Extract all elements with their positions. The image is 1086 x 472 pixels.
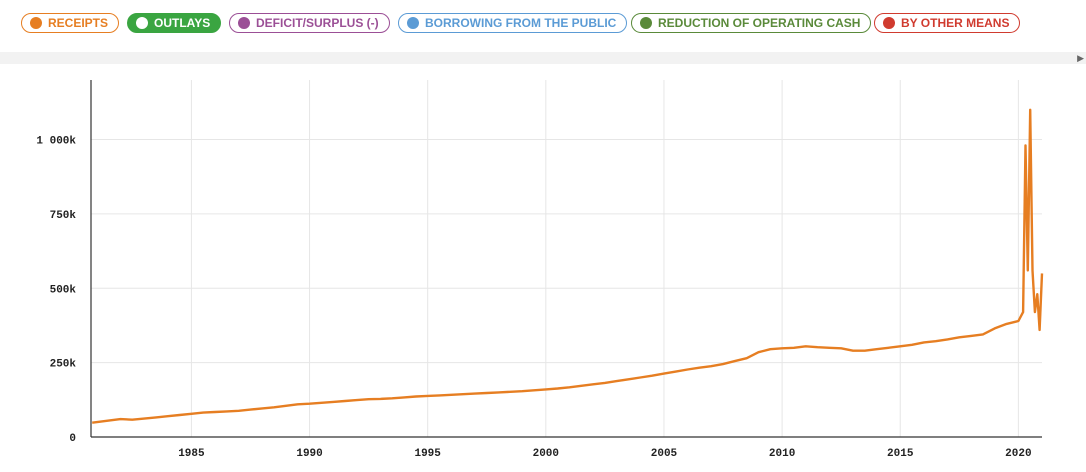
x-tick-label: 2010 [769, 448, 795, 460]
legend-item-outlays[interactable]: OUTLAYS [127, 13, 222, 33]
legend-item-other-means[interactable]: BY OTHER MEANS [874, 13, 1021, 33]
x-tick-label: 2015 [887, 448, 914, 460]
legend-item-receipts[interactable]: RECEIPTS [21, 13, 120, 33]
series-line-receipts [92, 108, 1044, 424]
legend-label-operating-cash: REDUCTION OF OPERATING CASH [658, 16, 861, 30]
x-tick-label: 1990 [296, 448, 322, 460]
legend-label-other-means: BY OTHER MEANS [901, 16, 1010, 30]
operating-cash-dot-icon [640, 17, 652, 29]
x-axis-ticks: 1985 1990 1995 2000 2005 2010 2015 2020 [178, 448, 1031, 460]
y-tick-label: 750k [50, 210, 77, 222]
legend-item-deficit-surplus[interactable]: DEFICIT/SURPLUS (-) [229, 13, 390, 33]
outlays-dot-icon [136, 17, 148, 29]
x-tick-label: 2000 [533, 448, 559, 460]
legend-label-borrowing: BORROWING FROM THE PUBLIC [425, 16, 617, 30]
y-tick-label: 250k [50, 359, 77, 371]
deficit-surplus-dot-icon [238, 17, 250, 29]
y-tick-label: 500k [50, 284, 77, 296]
other-means-dot-icon [883, 17, 895, 29]
y-tick-label: 0 [69, 433, 76, 445]
legend-item-borrowing[interactable]: BORROWING FROM THE PUBLIC [398, 13, 628, 33]
y-axis-ticks: 0 250k 500k 750k 1 000k [36, 136, 76, 446]
legend-label-outlays: OUTLAYS [154, 16, 211, 30]
line-chart: 0 250k 500k 750k 1 000k 1985 1990 1995 2000 2005… [36, 80, 1044, 460]
horizontal-scrollbar[interactable]: ▶ [0, 52, 1086, 64]
x-tick-label: 2005 [651, 448, 678, 460]
legend-label-receipts: RECEIPTS [48, 16, 109, 30]
x-tick-label: 1985 [178, 448, 205, 460]
borrowing-dot-icon [407, 17, 419, 29]
x-tick-label: 1995 [414, 448, 441, 460]
gridlines [91, 80, 1042, 437]
y-tick-label: 1 000k [36, 136, 76, 148]
legend-item-operating-cash[interactable]: REDUCTION OF OPERATING CASH [631, 13, 872, 33]
x-tick-label: 2020 [1005, 448, 1031, 460]
receipts-dot-icon [30, 17, 42, 29]
legend-label-deficit-surplus: DEFICIT/SURPLUS (-) [256, 16, 379, 30]
triangle-right-icon[interactable]: ▶ [1077, 53, 1084, 63]
